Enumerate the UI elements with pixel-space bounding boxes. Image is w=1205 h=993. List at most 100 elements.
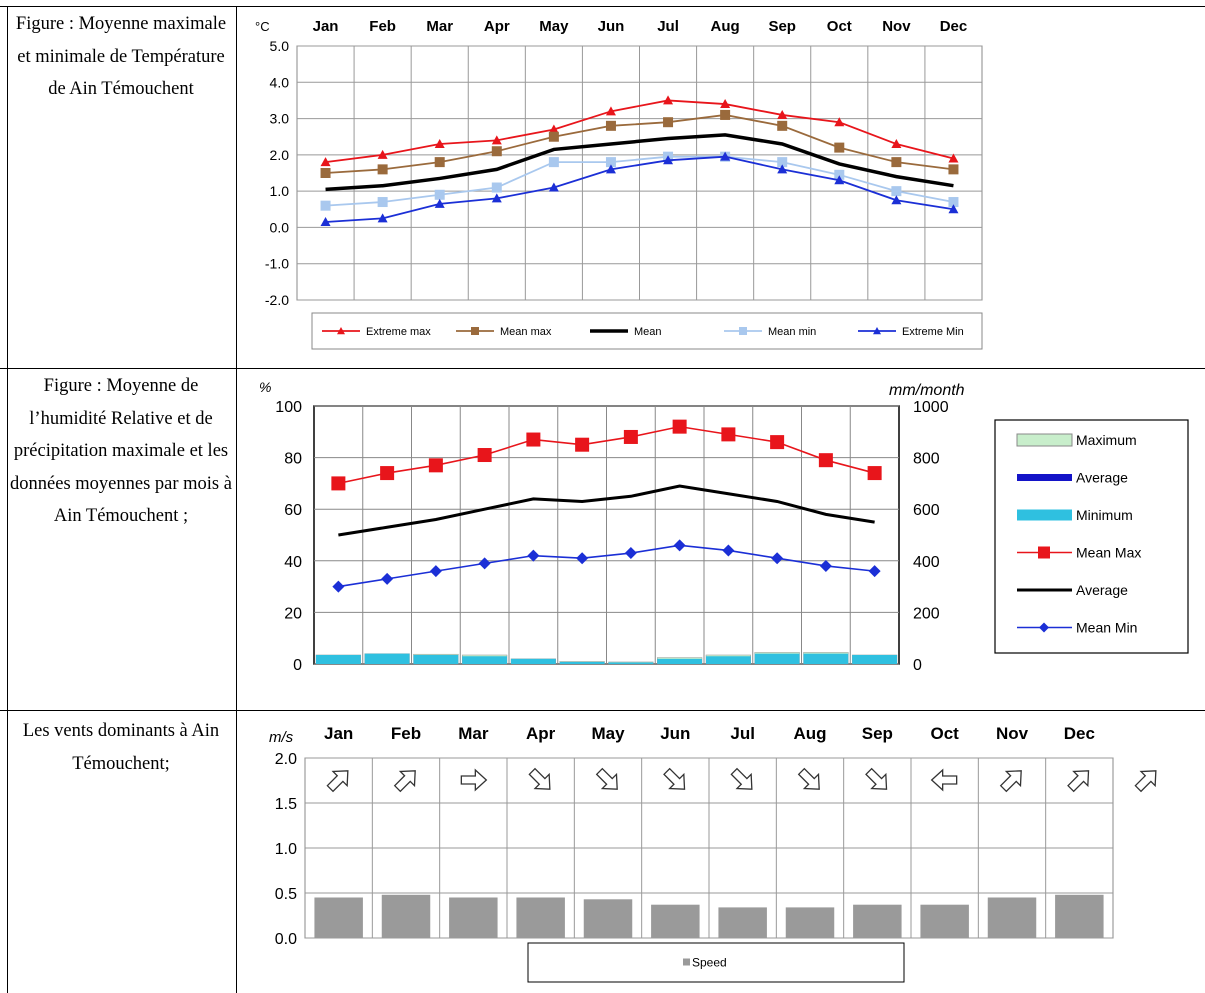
- data-point: [605, 164, 616, 174]
- bar: [449, 897, 498, 938]
- bar: [381, 894, 431, 938]
- data-point: [770, 435, 785, 450]
- table-row2-border: [0, 710, 1205, 711]
- data-point: [891, 186, 902, 197]
- wind-direction-arrow: [865, 767, 888, 790]
- y-tick-label-left: 0: [293, 657, 302, 674]
- table-row1-border: [0, 368, 1205, 369]
- wind-direction-arrow: [999, 770, 1022, 793]
- data-point: [891, 195, 902, 205]
- y-tick-label: -2.0: [265, 292, 289, 308]
- bar: [462, 656, 507, 664]
- x-tick-label: Jun: [598, 18, 625, 35]
- legend-swatch: [1016, 433, 1073, 447]
- y-tick-label-right: 0: [913, 657, 922, 674]
- legend-label: Minimum: [1076, 507, 1133, 523]
- wind-direction-arrow: [730, 767, 753, 790]
- bar: [511, 658, 556, 664]
- row1-caption: Figure : Moyenne maximale et minimale de…: [15, 14, 227, 99]
- data-point: [478, 557, 491, 570]
- bar: [920, 904, 969, 938]
- wind-direction-arrow: [595, 767, 618, 790]
- x-tick-label: Oct: [827, 18, 852, 35]
- data-point: [491, 193, 502, 203]
- row3-caption: Les vents dominants à Ain Témouchent;: [22, 721, 220, 774]
- data-point: [834, 117, 845, 127]
- data-point: [605, 157, 616, 168]
- bar: [314, 897, 363, 938]
- data-point: [720, 99, 731, 109]
- legend-label: Average: [1076, 470, 1128, 486]
- y-tick-label-left: 60: [284, 502, 302, 519]
- data-point: [576, 552, 589, 565]
- legend-swatch: [1017, 509, 1072, 521]
- data-point: [434, 157, 445, 168]
- x-tick-label: Jul: [730, 724, 755, 743]
- temperature-chart: 5.0 4.0 3.0 2.0 1.0 0.0 -1.0 -2.0 °C Jan Feb Mar Apr…: [255, 18, 983, 350]
- y-tick-label-left: 40: [284, 554, 302, 571]
- data-point: [777, 164, 788, 174]
- bar: [657, 658, 702, 664]
- bar: [852, 654, 897, 664]
- y-tick-label: 1.0: [270, 183, 290, 199]
- legend-label: Extreme Min: [902, 326, 964, 338]
- bar: [413, 654, 459, 664]
- x-tick-label: Nov: [882, 18, 911, 35]
- legend-marker: [1039, 622, 1049, 633]
- data-point: [377, 213, 388, 223]
- data-point: [377, 197, 388, 208]
- data-point: [777, 109, 788, 119]
- table-left-border: [7, 6, 8, 993]
- y-tick-label-right: 800: [913, 451, 940, 468]
- bar: [706, 656, 751, 664]
- x-tick-label: Feb: [391, 724, 421, 743]
- x-tick-label: Sep: [768, 18, 796, 35]
- data-point: [605, 120, 616, 131]
- data-point: [948, 164, 959, 175]
- table-top-border: [0, 6, 1205, 7]
- row2-caption: Figure : Moyenne de l’humidité Relative …: [10, 376, 232, 526]
- legend-marker: [337, 327, 345, 335]
- data-point: [623, 429, 638, 444]
- data-point: [477, 448, 492, 463]
- bar: [1055, 894, 1104, 938]
- legend-label: Mean Min: [1076, 620, 1137, 636]
- data-point: [526, 432, 541, 447]
- data-point: [320, 200, 331, 211]
- data-point: [429, 565, 442, 578]
- legend-box: [994, 419, 1189, 654]
- wind-direction-arrow: [797, 767, 820, 790]
- bar: [651, 904, 700, 938]
- bar: [516, 897, 565, 938]
- legend-label: Speed: [692, 956, 727, 970]
- x-tick-label: Mar: [426, 18, 453, 35]
- series-line: [325, 155, 954, 207]
- data-point: [381, 572, 394, 585]
- data-point: [320, 157, 331, 167]
- data-point: [434, 189, 445, 200]
- wind-direction-arrow: [1134, 770, 1157, 793]
- data-point: [491, 135, 502, 145]
- x-tick-label: Jan: [313, 18, 339, 35]
- data-point: [720, 109, 731, 120]
- left-unit-label: %: [259, 379, 271, 395]
- x-tick-label: Aug: [711, 18, 740, 35]
- data-point: [891, 157, 902, 168]
- x-tick-label: Dec: [940, 18, 968, 35]
- y-tick-label: 5.0: [270, 38, 290, 54]
- x-tick-label: Apr: [484, 18, 510, 35]
- data-point: [331, 476, 346, 491]
- y-tick-label-right: 1000: [913, 399, 949, 416]
- data-point: [332, 580, 345, 593]
- x-tick-label: Aug: [793, 724, 826, 743]
- x-tick-label: May: [591, 724, 625, 743]
- legend-label: Mean: [634, 326, 662, 338]
- y-tick-label: 0.0: [270, 219, 290, 235]
- data-point: [320, 168, 331, 178]
- x-tick-label: Dec: [1064, 724, 1095, 743]
- data-point: [834, 169, 845, 180]
- data-point: [624, 547, 637, 560]
- legend-marker: [739, 327, 747, 335]
- series-line: [338, 484, 875, 537]
- bar: [559, 661, 605, 664]
